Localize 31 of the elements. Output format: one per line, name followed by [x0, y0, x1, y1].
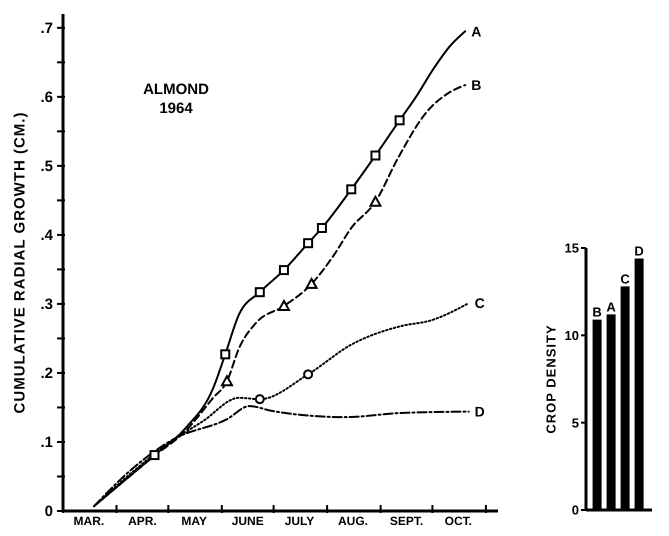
- series-label: C: [474, 295, 485, 312]
- y-tick-label: .3: [40, 296, 53, 313]
- series-label: A: [471, 23, 482, 40]
- y-tick-label: .4: [40, 226, 54, 244]
- y-axis-title: CUMULATIVE RADIAL GROWTH (CM.): [11, 112, 28, 414]
- x-tick-label: OCT.: [444, 514, 472, 528]
- series-label: B: [592, 304, 602, 320]
- y-tick-label: 15: [564, 240, 579, 256]
- y-tick-label: .6: [40, 88, 53, 106]
- x-tick-label: MAY: [181, 514, 207, 528]
- x-tick-label: JUNE: [232, 514, 264, 528]
- series-label: C: [620, 271, 630, 286]
- series-label: A: [606, 299, 616, 314]
- y-tick-label: .5: [40, 158, 53, 175]
- y-axis-title: CROP DENSITY: [544, 324, 559, 434]
- series-label: B: [471, 77, 482, 94]
- series-label: D: [474, 404, 485, 420]
- y-tick-label: 0: [572, 502, 579, 518]
- y-tick-label: .2: [40, 364, 53, 382]
- x-tick-label: APR.: [128, 514, 157, 528]
- y-tick-label: 10: [564, 328, 579, 343]
- x-tick-label: AUG.: [338, 514, 368, 528]
- y-tick-label: 5: [572, 415, 579, 430]
- x-tick-label: MAR.: [74, 514, 104, 528]
- y-tick-label: .7: [40, 20, 53, 37]
- text: ALMOND 1964: [143, 81, 210, 117]
- x-tick-label: SEPT.: [390, 514, 424, 528]
- y-tick-label: .1: [40, 434, 53, 451]
- series-label: D: [634, 243, 644, 258]
- y-tick-label: 0: [44, 503, 53, 520]
- x-tick-label: JULY: [284, 514, 314, 528]
